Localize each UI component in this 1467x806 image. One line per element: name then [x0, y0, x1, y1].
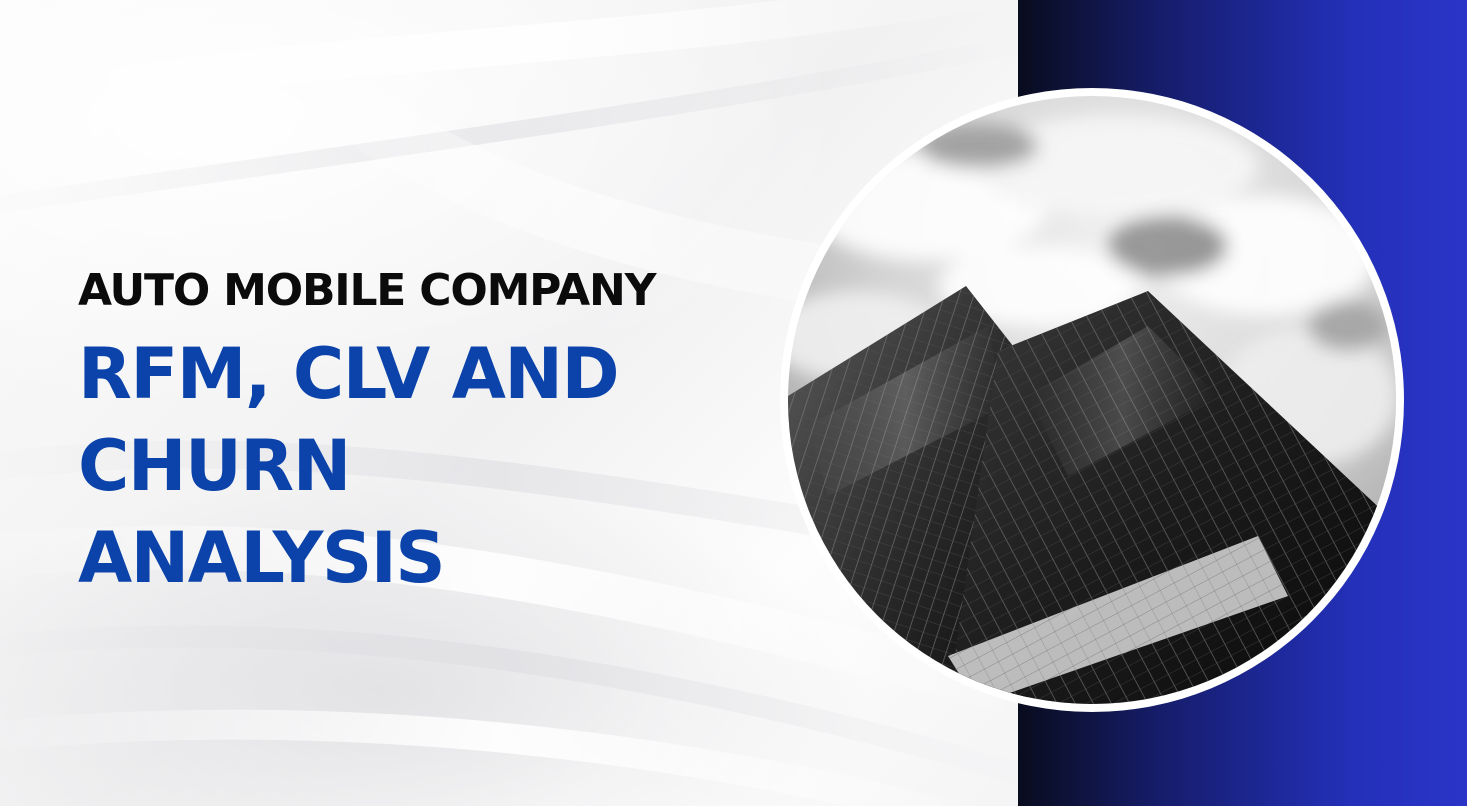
slide-subtitle: AUTO MOBILE COMPANY: [78, 265, 657, 316]
title-block: AUTO MOBILE COMPANY RFM, CLV AND CHURN A…: [78, 258, 778, 604]
slide-title-line: RFM, CLV AND: [78, 333, 620, 415]
slide-title-line: ANALYSIS: [78, 517, 446, 599]
slide-title: RFM, CLV AND CHURN ANALYSIS: [78, 328, 778, 604]
skyscraper-photo: [788, 96, 1396, 704]
slide-title-line: CHURN: [78, 425, 351, 507]
photo-frame: [780, 88, 1404, 712]
